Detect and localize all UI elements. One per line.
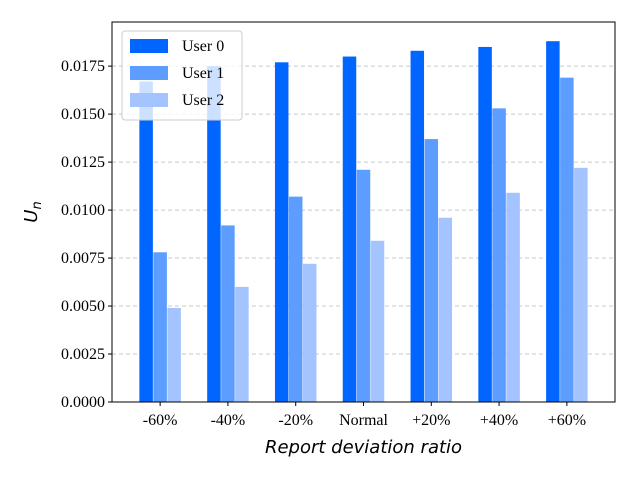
- x-tick-label: Normal: [339, 412, 388, 429]
- bar-user-1: [153, 252, 167, 402]
- bar-user-2: [235, 286, 249, 402]
- y-tick-label: 0.0100: [61, 202, 105, 219]
- legend-swatch: [130, 39, 168, 53]
- legend-label: User 1: [182, 65, 224, 82]
- bar-user-1: [492, 108, 506, 402]
- x-tick-label: +60%: [548, 412, 586, 429]
- bar-user-2: [370, 240, 385, 402]
- y-axis-title: Un: [21, 201, 45, 222]
- x-tick-label: +40%: [480, 412, 518, 429]
- bar-user-0: [342, 56, 357, 402]
- bar-user-0: [478, 46, 492, 402]
- bar-user-0: [410, 50, 425, 403]
- legend-swatch: [130, 93, 168, 107]
- bar-user-1: [356, 169, 371, 402]
- bar-user-2: [438, 217, 453, 402]
- legend-label: User 0: [182, 38, 224, 55]
- legend-swatch: [130, 66, 168, 80]
- y-tick-label: 0.0150: [61, 106, 105, 123]
- bar-user-1: [560, 77, 574, 403]
- y-tick-label: 0.0050: [61, 298, 105, 315]
- x-tick-label: -40%: [211, 412, 246, 429]
- x-tick-label: -20%: [278, 412, 313, 429]
- y-tick-label: 0.0075: [61, 250, 105, 267]
- y-tick-label: 0.0025: [61, 346, 105, 363]
- x-tick-label: +20%: [412, 412, 450, 429]
- bar-user-2: [506, 192, 520, 402]
- bar-user-0: [139, 81, 153, 403]
- y-tick-label: 0.0125: [61, 154, 105, 171]
- bar-user-1: [221, 225, 235, 402]
- bar-user-2: [574, 167, 588, 402]
- ticks: 0.0000 0.0025 0.0050 0.0075 0.0100 0.0125 0.01…: [61, 58, 586, 429]
- y-axis-title-subscript: n: [30, 201, 45, 209]
- y-tick-label: 0.0175: [61, 58, 105, 75]
- x-tick-label: -60%: [143, 412, 178, 429]
- y-tick-label: 0.0000: [61, 394, 105, 411]
- bar-user-2: [167, 307, 181, 402]
- bar-user-0: [274, 62, 289, 402]
- bar-user-1: [424, 139, 439, 402]
- legend: User 0 User 1 User 2: [121, 30, 243, 121]
- bars: [139, 41, 588, 403]
- legend-label: User 2: [182, 92, 224, 109]
- bar-user-0: [546, 41, 560, 402]
- bar-user-0: [207, 66, 221, 402]
- bar-user-1: [288, 196, 303, 402]
- bar-user-2: [302, 263, 317, 402]
- x-axis-title: Report deviation ratio: [265, 437, 462, 458]
- y-axis-title-main: U: [21, 210, 42, 223]
